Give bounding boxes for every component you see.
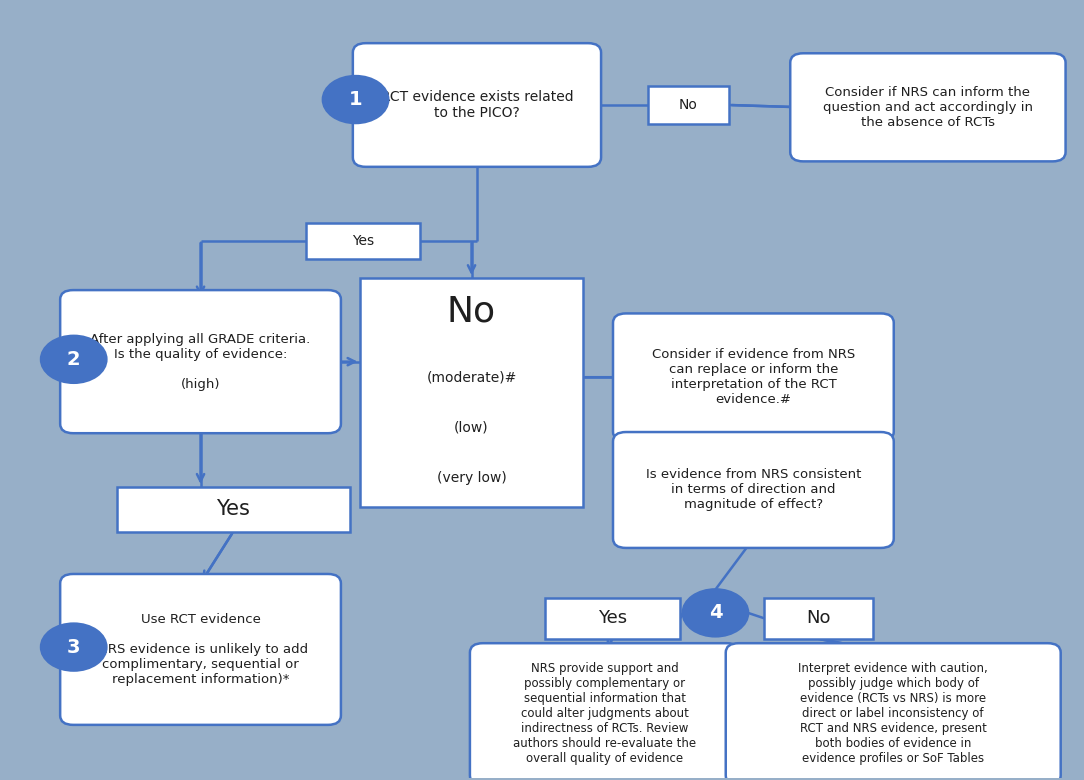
Text: NRS provide support and
possibly complementary or
sequential information that
co: NRS provide support and possibly complem… bbox=[514, 662, 696, 765]
Text: Is evidence from NRS consistent
in terms of direction and
magnitude of effect?: Is evidence from NRS consistent in terms… bbox=[646, 469, 861, 512]
Text: Yes: Yes bbox=[216, 499, 250, 519]
Text: Consider if evidence from NRS
can replace or inform the
interpretation of the RC: Consider if evidence from NRS can replac… bbox=[651, 348, 855, 406]
FancyBboxPatch shape bbox=[307, 223, 421, 259]
FancyBboxPatch shape bbox=[764, 597, 873, 639]
FancyBboxPatch shape bbox=[360, 278, 583, 508]
FancyBboxPatch shape bbox=[648, 87, 728, 124]
Text: RCT evidence exists related
to the PICO?: RCT evidence exists related to the PICO? bbox=[380, 90, 573, 120]
FancyBboxPatch shape bbox=[117, 487, 349, 532]
Text: (very low): (very low) bbox=[437, 471, 506, 485]
FancyBboxPatch shape bbox=[61, 574, 340, 725]
FancyBboxPatch shape bbox=[61, 290, 340, 433]
FancyBboxPatch shape bbox=[725, 644, 1060, 780]
Circle shape bbox=[41, 336, 106, 383]
Circle shape bbox=[41, 624, 106, 671]
FancyBboxPatch shape bbox=[544, 597, 681, 639]
FancyBboxPatch shape bbox=[612, 432, 893, 548]
Text: Consider if NRS can inform the
question and act accordingly in
the absence of RC: Consider if NRS can inform the question … bbox=[823, 86, 1033, 129]
Text: (moderate)#: (moderate)# bbox=[426, 370, 517, 385]
Text: 2: 2 bbox=[67, 349, 80, 369]
FancyBboxPatch shape bbox=[790, 53, 1066, 161]
Text: Yes: Yes bbox=[598, 609, 627, 627]
Text: No: No bbox=[447, 294, 496, 328]
Circle shape bbox=[323, 76, 388, 123]
Text: After applying all GRADE criteria.
Is the quality of evidence:

(high): After applying all GRADE criteria. Is th… bbox=[90, 332, 311, 391]
Text: 1: 1 bbox=[349, 90, 362, 109]
Text: Use RCT evidence

(NRS evidence is unlikely to add
complimentary, sequential or
: Use RCT evidence (NRS evidence is unlike… bbox=[93, 613, 308, 686]
FancyBboxPatch shape bbox=[352, 43, 601, 167]
FancyBboxPatch shape bbox=[612, 314, 893, 441]
Circle shape bbox=[683, 590, 748, 636]
FancyBboxPatch shape bbox=[470, 644, 740, 780]
Text: No: No bbox=[806, 609, 830, 627]
Text: No: No bbox=[679, 98, 698, 112]
Text: Interpret evidence with caution,
possibly judge which body of
evidence (RCTs vs : Interpret evidence with caution, possibl… bbox=[798, 662, 989, 765]
Text: 4: 4 bbox=[709, 604, 722, 622]
Text: (low): (low) bbox=[454, 420, 489, 434]
Text: 3: 3 bbox=[67, 637, 80, 657]
Text: Yes: Yes bbox=[352, 234, 374, 248]
